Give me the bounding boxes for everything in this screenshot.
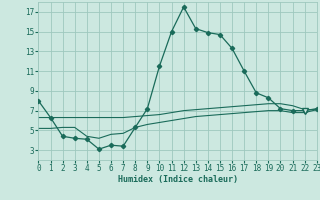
X-axis label: Humidex (Indice chaleur): Humidex (Indice chaleur) xyxy=(118,175,238,184)
